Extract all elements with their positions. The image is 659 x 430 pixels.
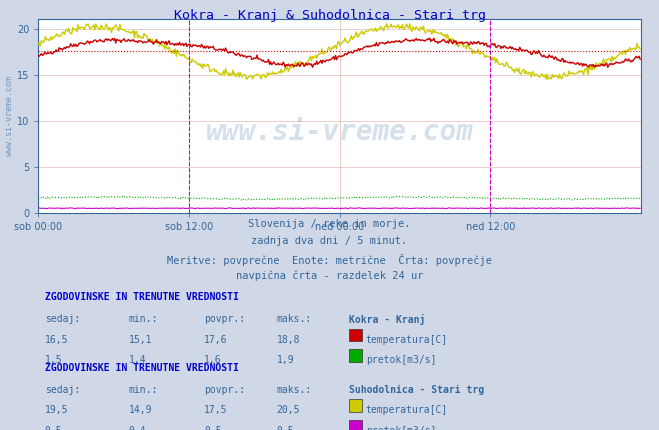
Text: 14,9: 14,9 (129, 405, 152, 415)
Text: 1,4: 1,4 (129, 355, 146, 365)
Text: 0,5: 0,5 (45, 426, 63, 430)
Text: 20,5: 20,5 (277, 405, 301, 415)
Text: 1,9: 1,9 (277, 355, 295, 365)
Text: www.si-vreme.com: www.si-vreme.com (206, 117, 474, 146)
Text: 0,5: 0,5 (277, 426, 295, 430)
Text: Kokra - Kranj: Kokra - Kranj (349, 314, 426, 325)
Text: maks.:: maks.: (277, 314, 312, 324)
Text: Meritve: povprečne  Enote: metrične  Črta: povprečje: Meritve: povprečne Enote: metrične Črta:… (167, 254, 492, 266)
Text: www.si-vreme.com: www.si-vreme.com (5, 76, 14, 156)
Text: povpr.:: povpr.: (204, 385, 245, 395)
Text: 18,8: 18,8 (277, 335, 301, 344)
Text: temperatura[C]: temperatura[C] (366, 405, 448, 415)
Text: sedaj:: sedaj: (45, 385, 80, 395)
Text: pretok[m3/s]: pretok[m3/s] (366, 426, 436, 430)
Text: 17,6: 17,6 (204, 335, 228, 344)
Text: Suhodolnica - Stari trg: Suhodolnica - Stari trg (349, 385, 484, 395)
Text: 0,4: 0,4 (129, 426, 146, 430)
Text: maks.:: maks.: (277, 385, 312, 395)
Text: 15,1: 15,1 (129, 335, 152, 344)
Text: Slovenija / reke in morje.: Slovenija / reke in morje. (248, 219, 411, 229)
Text: temperatura[C]: temperatura[C] (366, 335, 448, 344)
Text: min.:: min.: (129, 385, 158, 395)
Text: povpr.:: povpr.: (204, 314, 245, 324)
Text: 16,5: 16,5 (45, 335, 69, 344)
Text: 17,5: 17,5 (204, 405, 228, 415)
Text: 1,6: 1,6 (204, 355, 222, 365)
Text: sedaj:: sedaj: (45, 314, 80, 324)
Text: 19,5: 19,5 (45, 405, 69, 415)
Text: navpična črta - razdelek 24 ur: navpična črta - razdelek 24 ur (236, 271, 423, 281)
Text: 1,5: 1,5 (45, 355, 63, 365)
Text: Kokra - Kranj & Suhodolnica - Stari trg: Kokra - Kranj & Suhodolnica - Stari trg (173, 9, 486, 22)
Text: ZGODOVINSKE IN TRENUTNE VREDNOSTI: ZGODOVINSKE IN TRENUTNE VREDNOSTI (45, 363, 239, 373)
Text: pretok[m3/s]: pretok[m3/s] (366, 355, 436, 365)
Text: min.:: min.: (129, 314, 158, 324)
Text: zadnja dva dni / 5 minut.: zadnja dva dni / 5 minut. (251, 237, 408, 246)
Text: ZGODOVINSKE IN TRENUTNE VREDNOSTI: ZGODOVINSKE IN TRENUTNE VREDNOSTI (45, 292, 239, 302)
Text: 0,5: 0,5 (204, 426, 222, 430)
